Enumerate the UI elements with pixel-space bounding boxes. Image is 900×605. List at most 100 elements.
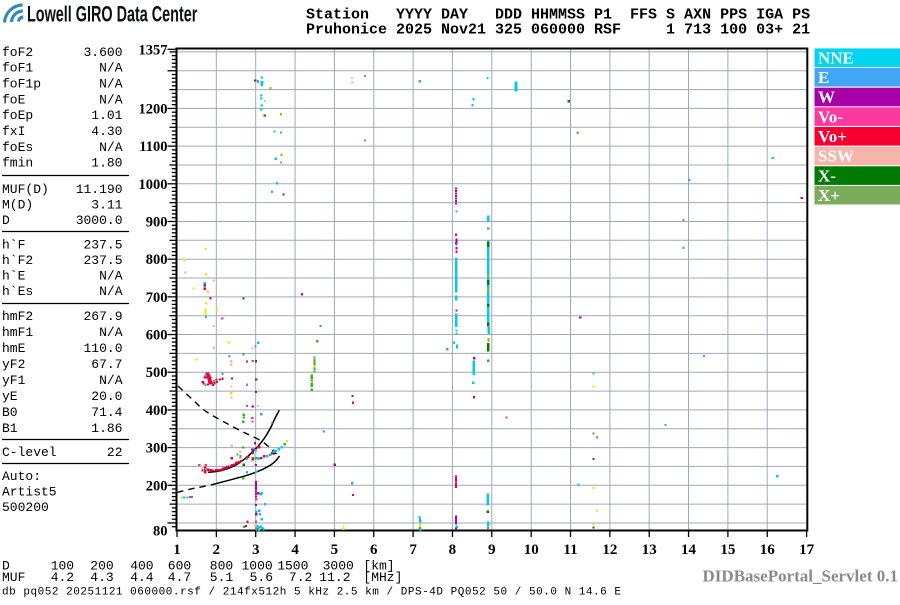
svg-text:11: 11: [563, 542, 577, 558]
svg-text:9: 9: [488, 542, 496, 558]
svg-text:11.2: 11.2: [319, 570, 350, 585]
svg-text:1.01: 1.01: [91, 108, 122, 123]
svg-text:4.4: 4.4: [130, 570, 154, 585]
svg-text:700: 700: [146, 290, 168, 306]
svg-text:3.11: 3.11: [91, 197, 122, 212]
svg-text:hmF1: hmF1: [2, 325, 33, 340]
svg-text:1: 1: [173, 542, 181, 558]
svg-text:h`F: h`F: [2, 238, 25, 253]
svg-text:500: 500: [146, 365, 168, 381]
svg-text:M(D): M(D): [2, 197, 33, 212]
svg-text:db pq052 20251121 060000.rsf /: db pq052 20251121 060000.rsf / 214fx512h…: [2, 586, 622, 598]
svg-text:Pruhonice 2025 Nov21 325 06000: Pruhonice 2025 Nov21 325 060000 RSF 1 71…: [306, 22, 810, 39]
svg-text:h`Es: h`Es: [2, 284, 33, 299]
svg-text:foEs: foEs: [2, 140, 33, 155]
svg-text:1200: 1200: [139, 101, 168, 117]
svg-text:1.80: 1.80: [91, 156, 122, 171]
svg-text:N/A: N/A: [99, 77, 123, 92]
svg-text:15: 15: [720, 542, 735, 558]
svg-text:900: 900: [146, 215, 168, 231]
svg-text:C-level: C-level: [2, 445, 57, 460]
svg-text:yE: yE: [2, 389, 18, 404]
svg-text:400: 400: [146, 403, 168, 419]
svg-text:Vo+: Vo+: [818, 127, 847, 146]
svg-text:N/A: N/A: [99, 140, 123, 155]
svg-text:hmF2: hmF2: [2, 309, 33, 324]
svg-text:MUF(D): MUF(D): [2, 182, 49, 197]
svg-text:12: 12: [602, 542, 617, 558]
svg-text:4.2: 4.2: [51, 570, 74, 585]
svg-text:11.190: 11.190: [76, 182, 123, 197]
svg-text:3: 3: [252, 542, 260, 558]
svg-text:foF1p: foF1p: [2, 77, 41, 92]
svg-text:7.2: 7.2: [289, 570, 312, 585]
svg-text:237.5: 237.5: [83, 238, 122, 253]
svg-text:71.4: 71.4: [91, 405, 122, 420]
svg-text:5.1: 5.1: [210, 570, 234, 585]
svg-text:8: 8: [449, 542, 457, 558]
svg-text:110.0: 110.0: [83, 341, 122, 356]
svg-text:7: 7: [409, 542, 417, 558]
svg-text:80: 80: [153, 524, 168, 540]
svg-text:foF1: foF1: [2, 61, 33, 76]
svg-text:foF2: foF2: [2, 45, 33, 60]
svg-text:NNE: NNE: [818, 48, 854, 67]
svg-text:N/A: N/A: [99, 92, 123, 107]
svg-text:Auto:: Auto:: [2, 469, 41, 484]
svg-text:yF2: yF2: [2, 357, 25, 372]
svg-text:4: 4: [291, 542, 299, 558]
svg-text:267.9: 267.9: [83, 309, 122, 324]
svg-text:DIDBasePortal_Servlet 0.1: DIDBasePortal_Servlet 0.1: [703, 567, 898, 586]
svg-text:6: 6: [370, 542, 378, 558]
svg-text:D: D: [2, 213, 10, 228]
svg-text:300: 300: [146, 441, 168, 457]
svg-text:N/A: N/A: [99, 284, 123, 299]
svg-text:h`E: h`E: [2, 268, 26, 283]
svg-text:E: E: [818, 68, 829, 87]
svg-text:800: 800: [146, 252, 168, 268]
svg-text:fmin: fmin: [2, 156, 33, 171]
svg-text:1357: 1357: [139, 42, 168, 58]
svg-text:17: 17: [799, 542, 815, 558]
svg-text:200: 200: [146, 478, 168, 494]
svg-text:3.600: 3.600: [83, 45, 122, 60]
svg-text:foE: foE: [2, 92, 26, 107]
svg-text:yF1: yF1: [2, 373, 26, 388]
svg-text:10: 10: [524, 542, 539, 558]
svg-text:W: W: [818, 88, 835, 107]
svg-text:2: 2: [213, 542, 221, 558]
svg-text:foEp: foEp: [2, 108, 33, 123]
svg-text:20.0: 20.0: [91, 389, 122, 404]
svg-text:600: 600: [146, 328, 168, 344]
svg-text:5.6: 5.6: [250, 570, 273, 585]
svg-text:X-: X-: [818, 166, 836, 185]
svg-text:22: 22: [107, 445, 123, 460]
svg-text:Vo-: Vo-: [818, 107, 843, 126]
svg-text:fxI: fxI: [2, 124, 25, 139]
svg-text:237.5: 237.5: [83, 253, 122, 268]
svg-text:N/A: N/A: [99, 373, 123, 388]
svg-text:N/A: N/A: [99, 325, 123, 340]
svg-text:67.7: 67.7: [91, 357, 122, 372]
svg-text:4.3: 4.3: [90, 570, 113, 585]
svg-text:N/A: N/A: [99, 268, 123, 283]
svg-text:13: 13: [642, 542, 657, 558]
svg-text:h`F2: h`F2: [2, 253, 33, 268]
svg-text:Artist5: Artist5: [2, 485, 57, 500]
svg-text:B1: B1: [2, 421, 18, 436]
svg-text:B0: B0: [2, 405, 18, 420]
svg-text:[MHz]: [MHz]: [363, 570, 402, 585]
svg-text:Lowell GIRO Data Center: Lowell GIRO Data Center: [27, 1, 197, 26]
svg-text:SSW: SSW: [818, 147, 854, 166]
svg-text:1100: 1100: [139, 139, 167, 155]
svg-text:N/A: N/A: [99, 61, 123, 76]
svg-text:MUF: MUF: [2, 570, 25, 585]
svg-text:4.30: 4.30: [91, 124, 122, 139]
svg-text:14: 14: [681, 542, 697, 558]
svg-text:X+: X+: [818, 186, 840, 205]
svg-text:hmE: hmE: [2, 341, 26, 356]
svg-text:4.7: 4.7: [168, 570, 191, 585]
svg-text:16: 16: [760, 542, 776, 558]
svg-text:1000: 1000: [139, 177, 168, 193]
svg-text:500200: 500200: [2, 500, 49, 515]
